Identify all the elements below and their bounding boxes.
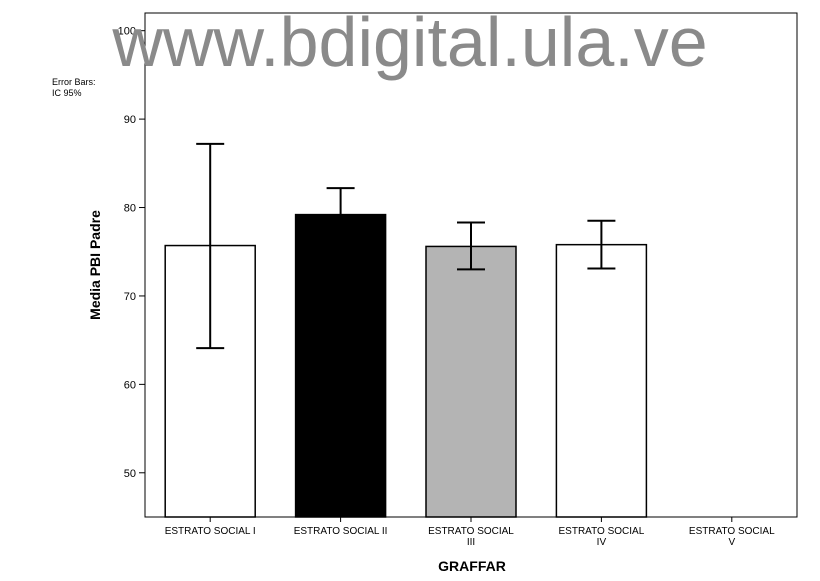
- y-axis: 50 60 70 80 90 100: [118, 26, 145, 480]
- x-tick-label: IV: [597, 537, 607, 548]
- y-tick-label: 50: [124, 468, 136, 480]
- x-tick-label: ESTRATO SOCIAL: [428, 526, 514, 537]
- error-bars-note-line1: Error Bars:: [52, 77, 96, 87]
- y-tick-label: 100: [118, 26, 136, 38]
- x-axis-title: GRAFFAR: [438, 558, 506, 574]
- x-tick-label: ESTRATO SOCIAL I: [165, 526, 256, 537]
- y-tick-label: 70: [124, 291, 136, 303]
- x-tick-label: V: [728, 537, 735, 548]
- bar: [425, 245, 517, 518]
- error-bars-group: [196, 142, 616, 350]
- x-tick-label: III: [467, 537, 475, 548]
- y-axis-title: Media PBI Padre: [87, 210, 103, 320]
- y-tick-label: 80: [124, 203, 136, 215]
- bars-group: [164, 213, 648, 518]
- x-tick-label: ESTRATO SOCIAL II: [294, 526, 388, 537]
- y-tick-label: 90: [124, 114, 136, 126]
- x-tick-label: ESTRATO SOCIAL: [559, 526, 645, 537]
- bar: [555, 243, 648, 518]
- x-tick-label: ESTRATO SOCIAL: [689, 526, 775, 537]
- x-axis-labels: ESTRATO SOCIAL I ESTRATO SOCIAL II ESTRATO…: [165, 517, 775, 548]
- y-tick-label: 60: [124, 379, 136, 391]
- bar: [294, 213, 387, 518]
- watermark: www.bdigital.ula.ve: [111, 3, 707, 81]
- error-bars-note-line2: IC 95%: [52, 88, 82, 98]
